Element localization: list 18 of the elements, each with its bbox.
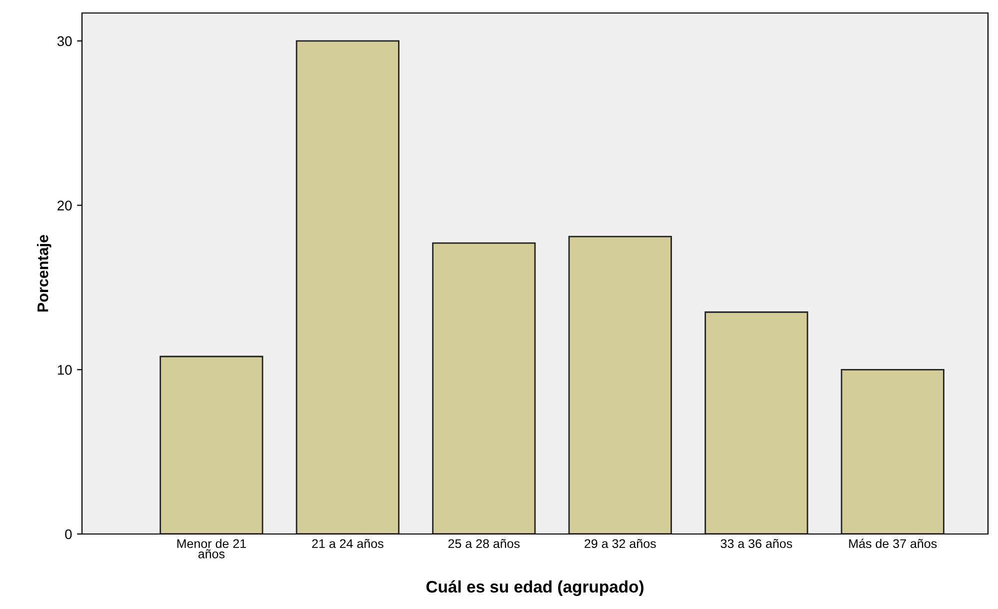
x-tick-label: 25 a 28 años (448, 538, 520, 548)
bar (296, 40, 400, 534)
bar (568, 236, 672, 534)
x-axis-title: Cuál es su edad (agrupado) (426, 580, 644, 596)
bar (432, 242, 536, 534)
x-tick-label: Menor de 21 años (177, 538, 246, 558)
y-tick-label: 30 (57, 36, 72, 46)
x-tick-label: 33 a 36 años (720, 538, 792, 548)
bar (160, 356, 264, 534)
y-tick-label: 10 (58, 364, 72, 375)
y-axis-title: Porcentaje (37, 234, 52, 312)
y-tick-label: 0 (65, 529, 72, 540)
y-tick-label: 20 (58, 200, 72, 210)
x-tick-label: Más de 37 años (849, 538, 937, 548)
bar (840, 368, 944, 534)
x-tick-label: 29 a 32 años (584, 538, 656, 548)
bar (704, 311, 808, 534)
x-tick-label: 21 a 24 años (312, 538, 384, 548)
